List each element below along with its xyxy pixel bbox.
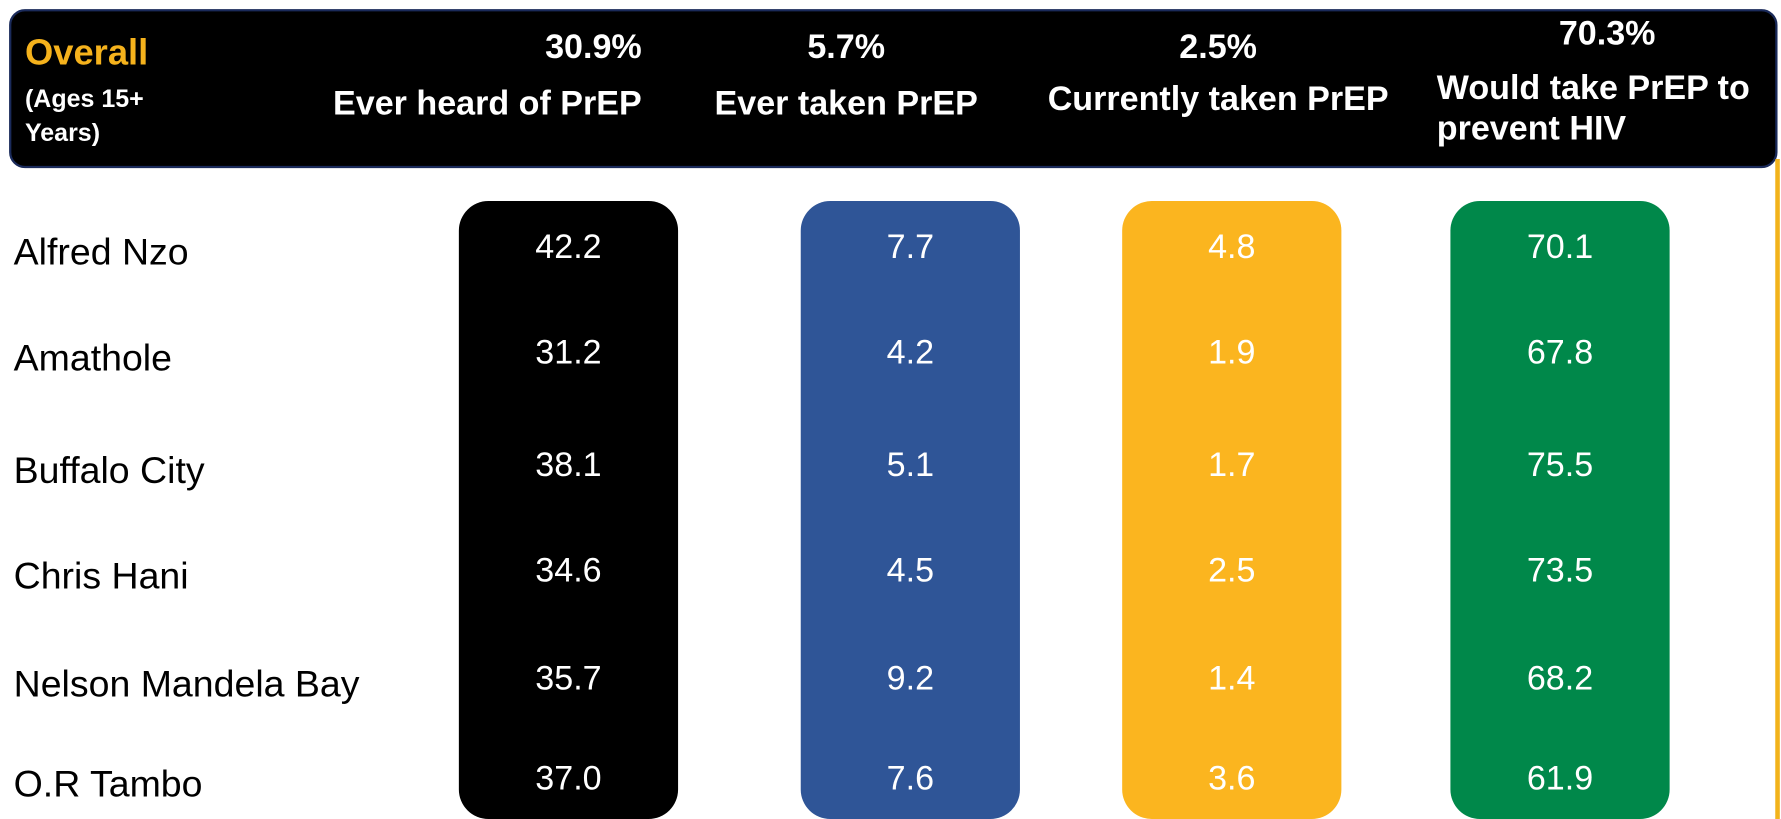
cell-value: 42.2	[535, 228, 602, 266]
header-bar	[9, 9, 1778, 169]
cell-value: 4.5	[886, 552, 935, 590]
cell-value: 1.7	[1208, 446, 1256, 484]
overall-title: Overall	[24, 31, 149, 73]
column-label: Would take PrEP to prevent HIV	[1436, 69, 1750, 148]
row-label: Chris Hani	[13, 554, 189, 597]
cell-value: 7.6	[886, 759, 935, 798]
cell-value: 1.4	[1208, 659, 1256, 698]
column-value: 5.7%	[807, 28, 886, 66]
row-label: Amathole	[13, 336, 172, 379]
cell-value: 37.0	[535, 759, 602, 798]
column-label: Ever heard of PrEP	[333, 85, 642, 123]
column-value: 2.5%	[1179, 28, 1257, 66]
column-pill	[1122, 201, 1342, 819]
cell-value: 67.8	[1526, 333, 1594, 372]
accent-line	[1775, 159, 1780, 819]
row-label: O.R Tambo	[13, 762, 203, 805]
cell-value: 3.6	[1208, 759, 1256, 798]
column-label: Ever taken PrEP	[714, 85, 978, 123]
column-pill	[1450, 201, 1670, 819]
cell-value: 35.7	[535, 659, 602, 698]
column-pill	[458, 201, 679, 819]
row-label: Alfred Nzo	[13, 230, 189, 273]
cell-value: 61.9	[1526, 759, 1594, 798]
cell-value: 68.2	[1526, 659, 1594, 698]
row-label: Buffalo City	[13, 448, 205, 491]
cell-value: 31.2	[535, 333, 602, 372]
cell-value: 4.8	[1208, 228, 1256, 266]
cell-value: 38.1	[535, 446, 602, 484]
column-value: 30.9%	[545, 28, 642, 66]
cell-value: 75.5	[1526, 446, 1594, 484]
column-pill	[800, 201, 1020, 819]
cell-value: 1.9	[1208, 333, 1256, 372]
cell-value: 34.6	[535, 552, 602, 590]
column-label: Currently taken PrEP	[1047, 80, 1389, 119]
cell-value: 7.7	[886, 228, 935, 266]
cell-value: 70.1	[1526, 228, 1594, 266]
overall-subtitle: (Ages 15+ Years)	[24, 84, 144, 147]
column-value: 70.3%	[1558, 14, 1656, 53]
cell-value: 2.5	[1208, 552, 1256, 590]
cell-value: 73.5	[1526, 552, 1594, 590]
cell-value: 9.2	[886, 659, 935, 698]
cell-value: 4.2	[886, 333, 935, 372]
cell-value: 5.1	[886, 446, 935, 484]
row-label: Nelson Mandela Bay	[13, 662, 360, 705]
